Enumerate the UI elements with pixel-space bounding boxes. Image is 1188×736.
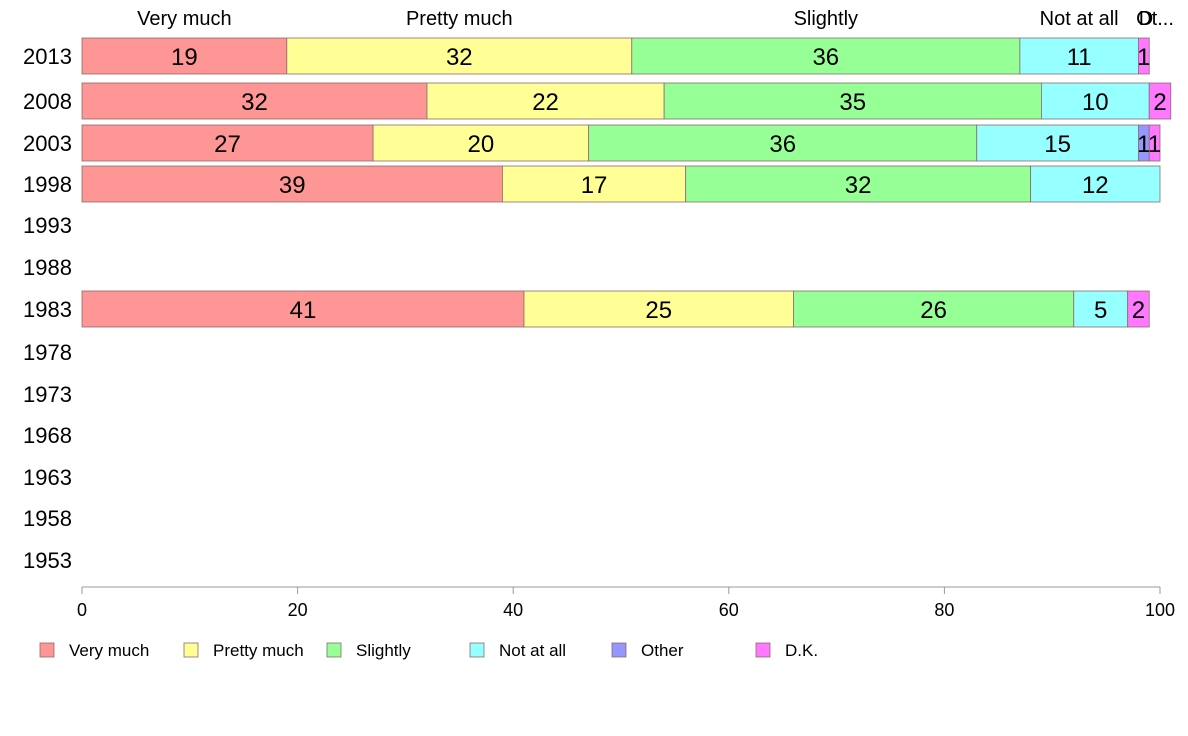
x-tick-label-20: 20 <box>288 600 308 620</box>
bar-2008-slightly <box>663 82 1042 120</box>
x-tick-label-40: 40 <box>503 600 523 620</box>
x-tick-label-0: 0 <box>77 600 87 620</box>
top-label-very-much: Very much <box>137 8 231 30</box>
bar-1998-very-much <box>81 165 503 203</box>
top-label-dk-truncated: D <box>1139 8 1153 30</box>
bar-2003-not-at-all <box>976 124 1139 162</box>
bar-1983-very-much <box>81 290 525 328</box>
bar-value-1983-d-k: 2 <box>1132 297 1145 324</box>
bar-value-1998-not-at-all: 12 <box>1082 172 1109 199</box>
bar-value-2013-very-much: 19 <box>171 44 198 71</box>
bar-value-2008-very-much: 32 <box>241 89 268 116</box>
legend-swatch-d-k <box>755 642 771 658</box>
legend-swatch-slightly <box>326 642 342 658</box>
top-label-other-truncated: Ot... <box>1136 8 1174 30</box>
year-label-1988: 1988 <box>23 255 72 280</box>
bar-2008-pretty-much <box>426 82 665 120</box>
bar-value-1983-slightly: 26 <box>920 297 947 324</box>
bar-1983-pretty-much <box>523 290 794 328</box>
bar-2013-d-k <box>1138 37 1150 75</box>
bar-value-2003-other: 1 <box>1137 131 1150 158</box>
bar-value-1983-very-much: 41 <box>290 297 317 324</box>
bar-value-1983-not-at-all: 5 <box>1094 297 1107 324</box>
bar-value-2003-d-k: 1 <box>1148 131 1161 158</box>
year-axis-labels: 2013 2008 2003 1998 1993 1988 1983 1978 1973 1968… <box>23 44 72 573</box>
year-label-1953: 1953 <box>23 548 72 573</box>
top-label-not-at-all: Not at all <box>1040 8 1119 30</box>
bar-1998-pretty-much <box>502 165 687 203</box>
bar-value-2013-not-at-all: 11 <box>1067 44 1092 71</box>
bar-value-2003-very-much: 27 <box>214 131 241 158</box>
legend-label-other: Other <box>641 641 684 660</box>
legend-swatch-pretty-much <box>183 642 199 658</box>
bar-value-1998-pretty-much: 17 <box>581 172 608 199</box>
legend-label-slightly: Slightly <box>356 641 411 660</box>
bar-2013-pretty-much <box>286 37 633 75</box>
bar-2008-very-much <box>81 82 428 120</box>
year-label-1968: 1968 <box>23 423 72 448</box>
bar-1983-not-at-all <box>1073 290 1129 328</box>
year-label-1993: 1993 <box>23 213 72 238</box>
top-label-slightly: Slightly <box>794 8 858 30</box>
bar-value-2003-not-at-all: 15 <box>1044 131 1071 158</box>
bar-value-2008-pretty-much: 22 <box>532 89 559 116</box>
bar-value-2013-d-k: 1 <box>1137 44 1150 71</box>
top-category-labels: Very much Pretty much Slightly Not at all DO… <box>137 8 1174 30</box>
legend-label-d-k: D.K. <box>785 641 818 660</box>
bar-2003-slightly <box>588 124 978 162</box>
year-label-1978: 1978 <box>23 340 72 365</box>
x-tick-label-80: 80 <box>934 600 954 620</box>
bar-value-2013-slightly: 36 <box>812 44 839 71</box>
legend-label-very-much: Very much <box>69 641 149 660</box>
bar-1998-not-at-all <box>1030 165 1161 203</box>
year-label-2008: 2008 <box>23 89 72 114</box>
year-label-1963: 1963 <box>23 465 72 490</box>
year-label-1958: 1958 <box>23 506 72 531</box>
legend-label-pretty-much: Pretty much <box>213 641 304 660</box>
year-label-2013: 2013 <box>23 44 72 69</box>
bar-2008-d-k <box>1148 82 1172 120</box>
legend-label-not-at-all: Not at all <box>499 641 566 660</box>
bar-value-1998-very-much: 39 <box>279 172 306 199</box>
bar-value-2003-slightly: 36 <box>769 131 796 158</box>
x-tick-label-60: 60 <box>719 600 739 620</box>
bar-2003-d-k <box>1148 124 1161 162</box>
bar-value-1983-pretty-much: 25 <box>645 297 672 324</box>
legend-swatch-not-at-all <box>469 642 485 658</box>
bar-2003-pretty-much <box>372 124 590 162</box>
legend-swatch-other <box>611 642 627 658</box>
bar-value-2008-d-k: 2 <box>1153 89 1166 116</box>
year-label-2003: 2003 <box>23 131 72 156</box>
bar-2003-very-much <box>81 124 374 162</box>
x-axis: 0 20 40 60 80 100 <box>77 586 1175 620</box>
bar-1983-slightly <box>793 290 1075 328</box>
bar-1983-d-k <box>1127 290 1150 328</box>
x-tick-label-100: 100 <box>1145 600 1175 620</box>
year-label-1983: 1983 <box>23 297 72 322</box>
year-label-1998: 1998 <box>23 172 72 197</box>
bar-value-1998-slightly: 32 <box>845 172 872 199</box>
bar-1998-slightly <box>685 165 1032 203</box>
bar-value-2013-pretty-much: 32 <box>446 44 473 71</box>
top-label-pretty-much: Pretty much <box>406 8 513 30</box>
year-label-1973: 1973 <box>23 382 72 407</box>
legend: Very much Pretty much Slightly Not at all Ot… <box>39 641 818 660</box>
bar-value-2008-not-at-all: 10 <box>1082 89 1109 116</box>
bar-value-2008-slightly: 35 <box>839 89 866 116</box>
bar-2008-not-at-all <box>1041 82 1150 120</box>
legend-swatch-very-much <box>39 642 55 658</box>
bar-value-2003-pretty-much: 20 <box>468 131 495 158</box>
